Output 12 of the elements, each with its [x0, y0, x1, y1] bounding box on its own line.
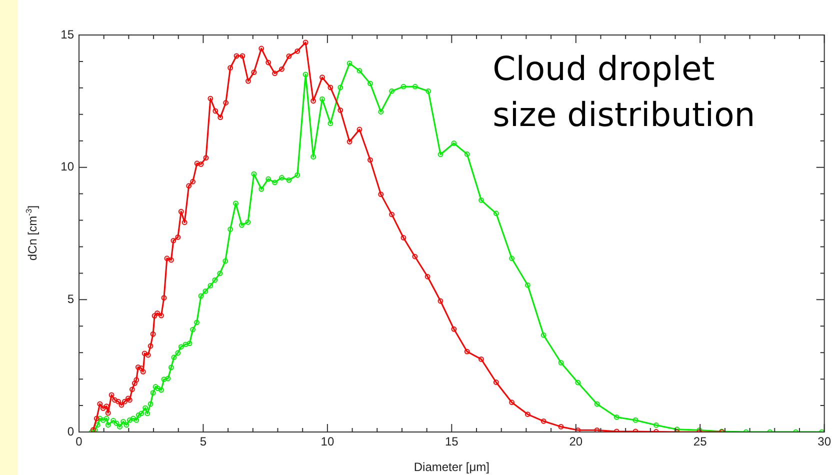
- x-tick-label: 10: [320, 434, 334, 449]
- x-tick-label: 15: [444, 434, 459, 449]
- y-tick-label: 0: [67, 424, 74, 438]
- annotation: Cloud droplet size distribution: [492, 49, 756, 134]
- y-tick-label: 10: [60, 160, 74, 174]
- x-tick-label: 25: [693, 434, 708, 449]
- x-tick-label: 20: [569, 434, 583, 449]
- x-tick-label: 5: [200, 434, 207, 449]
- x-axis-title: Diameter [μm]: [414, 460, 490, 474]
- x-tick-label: 30: [818, 434, 832, 449]
- y-tick-label: 15: [60, 27, 74, 42]
- y-tick-label: 5: [67, 292, 74, 306]
